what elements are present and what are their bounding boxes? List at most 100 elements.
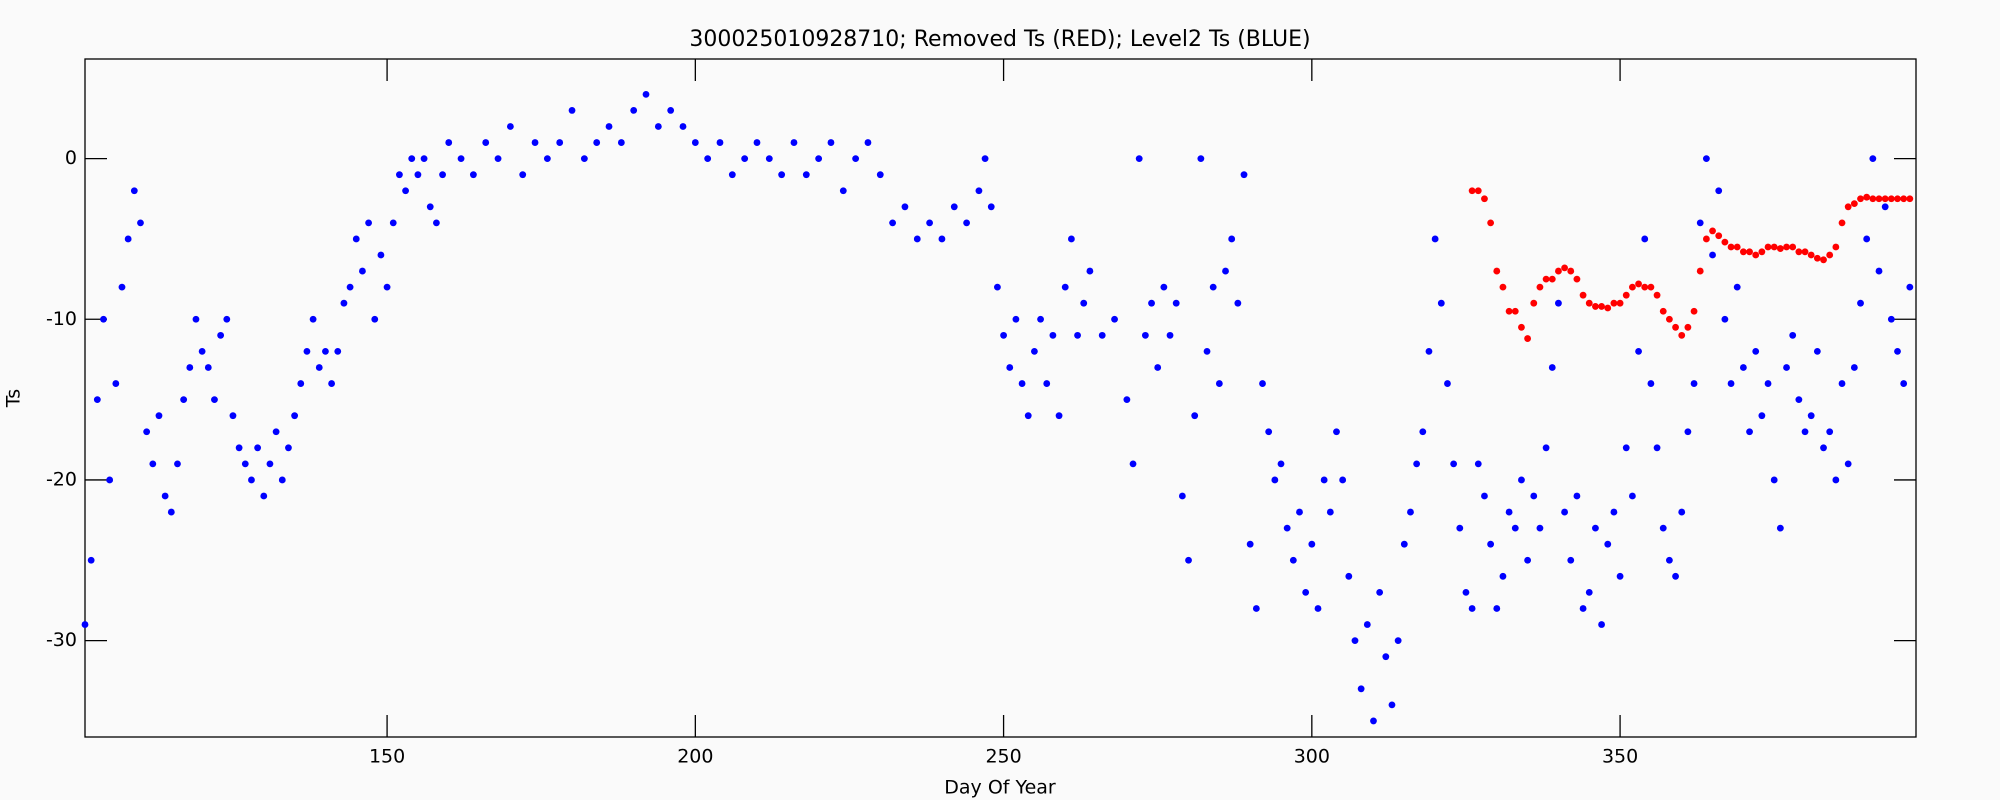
point — [1370, 717, 1377, 725]
point — [1820, 444, 1827, 452]
point — [1197, 155, 1205, 163]
point — [1006, 364, 1014, 371]
point — [328, 380, 335, 387]
point — [124, 235, 132, 243]
point — [1530, 299, 1538, 307]
point — [1832, 243, 1840, 251]
point — [1289, 556, 1297, 564]
point — [1240, 171, 1248, 179]
point — [1493, 605, 1501, 612]
point — [1776, 524, 1784, 532]
point — [1024, 412, 1032, 420]
point — [1536, 283, 1544, 291]
point — [1511, 307, 1519, 315]
point — [278, 476, 286, 484]
point — [1561, 508, 1568, 516]
point — [667, 107, 675, 114]
point — [531, 139, 539, 146]
point — [1474, 187, 1482, 195]
point — [654, 123, 662, 130]
point — [1857, 299, 1864, 307]
point — [1462, 589, 1470, 596]
point — [889, 219, 897, 227]
point — [1326, 508, 1334, 516]
point — [827, 139, 835, 146]
point — [383, 283, 391, 291]
point — [1505, 508, 1513, 516]
point — [1468, 605, 1476, 612]
point — [272, 428, 280, 436]
point — [248, 476, 255, 484]
point — [1160, 283, 1168, 291]
point — [494, 155, 502, 163]
point — [913, 235, 921, 243]
point — [1511, 524, 1519, 532]
point — [1690, 380, 1698, 387]
point — [1172, 299, 1180, 307]
point — [377, 251, 385, 259]
point — [1869, 195, 1877, 203]
point — [1363, 621, 1371, 628]
point — [1357, 685, 1365, 693]
point — [285, 444, 292, 452]
point — [112, 380, 120, 387]
point — [469, 171, 477, 179]
point — [235, 444, 243, 452]
point — [180, 396, 188, 404]
point — [1043, 380, 1051, 387]
point — [1413, 460, 1421, 468]
point — [1585, 299, 1593, 307]
point — [1869, 155, 1877, 163]
point — [1499, 572, 1507, 580]
point — [1548, 364, 1556, 371]
point — [1820, 256, 1827, 264]
point — [1666, 556, 1673, 564]
point — [679, 123, 687, 130]
point — [1826, 428, 1834, 436]
point — [1641, 235, 1649, 243]
point — [1579, 605, 1587, 612]
point — [1320, 476, 1328, 484]
point — [1215, 380, 1223, 387]
point — [1037, 315, 1044, 323]
point — [315, 364, 323, 371]
point — [1055, 412, 1063, 420]
point — [1666, 315, 1673, 323]
point — [1832, 476, 1840, 484]
point — [1154, 364, 1162, 371]
point — [1900, 195, 1908, 203]
point — [1604, 540, 1612, 548]
point — [1795, 248, 1803, 256]
point — [605, 123, 613, 130]
point — [1265, 428, 1273, 436]
point — [741, 155, 749, 163]
point — [1850, 200, 1858, 207]
point — [1530, 492, 1538, 500]
point — [223, 315, 231, 323]
point — [334, 348, 342, 355]
point — [1739, 364, 1747, 371]
point — [1209, 283, 1217, 291]
point — [260, 492, 268, 500]
point — [217, 331, 225, 339]
point — [420, 155, 428, 163]
point — [1838, 219, 1846, 227]
point — [1592, 524, 1599, 532]
point — [482, 139, 490, 146]
point — [1653, 444, 1661, 452]
point — [704, 155, 712, 163]
point — [1758, 412, 1766, 420]
point — [1635, 348, 1642, 355]
point — [1536, 524, 1544, 532]
point — [1672, 323, 1679, 331]
point — [1499, 283, 1507, 291]
point — [1259, 380, 1266, 387]
point — [340, 299, 348, 307]
point — [303, 348, 311, 355]
point — [1906, 195, 1914, 203]
point — [1518, 323, 1525, 331]
point — [1887, 315, 1895, 323]
point — [876, 171, 884, 179]
point — [106, 476, 114, 484]
point — [716, 139, 724, 146]
